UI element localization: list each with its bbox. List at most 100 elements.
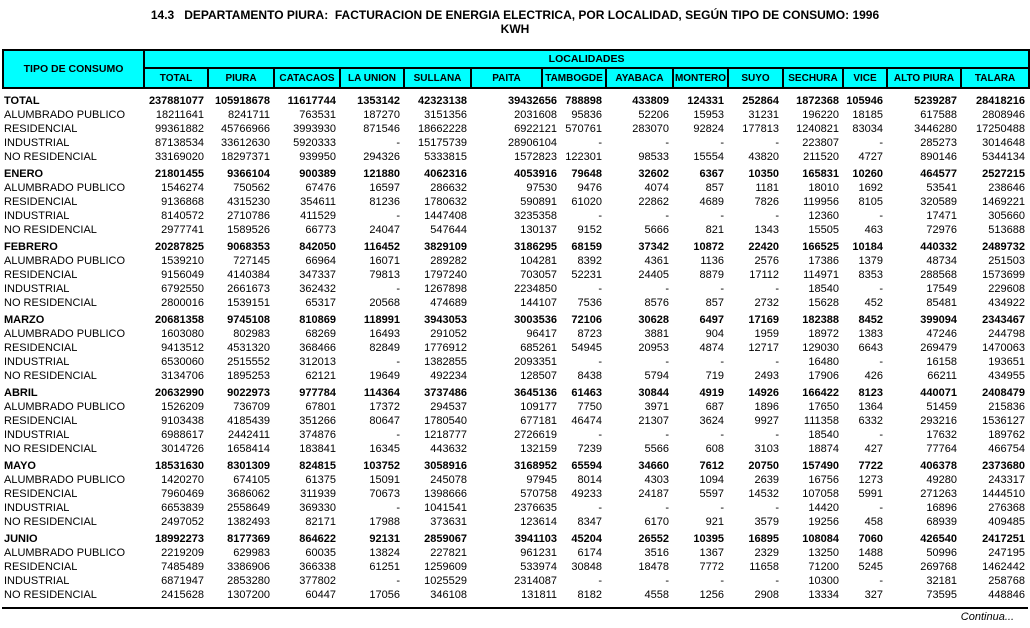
data-cell: 95836 — [571, 109, 602, 121]
data-cell: 8241711 — [227, 109, 270, 121]
data-cell: 9136868 — [161, 196, 204, 208]
page-title: 14.3 DEPARTAMENTO PIURA: FACTURACION DE … — [150, 8, 880, 22]
data-cell: 17650 — [808, 401, 839, 413]
data-cell: 1383 — [858, 328, 883, 340]
data-cell: 215836 — [988, 401, 1025, 413]
data-cell: 293216 — [920, 415, 957, 427]
data-cell: 42323138 — [418, 95, 467, 107]
data-cell: 2031608 — [514, 109, 557, 121]
data-cell: 2853280 — [227, 575, 270, 587]
data-cell: 1526209 — [161, 401, 204, 413]
data-cell: 939950 — [299, 151, 336, 163]
data-cell: 8014 — [577, 474, 602, 486]
data-cell: 2908 — [754, 589, 779, 601]
data-cell: 674105 — [233, 474, 270, 486]
data-cell: 1307200 — [227, 589, 270, 601]
data-cell: 685261 — [520, 342, 557, 354]
data-cell: 3686062 — [227, 488, 270, 500]
data-cell: 52206 — [638, 109, 669, 121]
data-cell: 31231 — [748, 109, 779, 121]
data-row-abril-no-residencial: NO RESIDENCIAL 3014726 1658414 183841 16345 4… — [2, 442, 1028, 456]
data-cell: 37342 — [638, 241, 669, 253]
data-cell: 2515552 — [227, 356, 270, 368]
data-cell: 2415628 — [161, 589, 204, 601]
data-cell: 4062316 — [424, 168, 467, 180]
data-cell: - — [396, 283, 400, 295]
row-label: ALUMBRADO PUBLICO — [4, 255, 126, 267]
data-cell: 6922121 — [514, 123, 557, 135]
data-cell: 67476 — [305, 182, 336, 194]
data-row-marzo-no-residencial: NO RESIDENCIAL 3134706 1895253 62121 19649 49… — [2, 369, 1028, 383]
data-cell: 32181 — [926, 575, 957, 587]
data-cell: 107058 — [802, 488, 839, 500]
data-cell: 276368 — [988, 502, 1025, 514]
data-cell: 62121 — [305, 370, 336, 382]
data-cell: 1382855 — [424, 356, 467, 368]
data-cell: 4558 — [644, 589, 669, 601]
data-cell: 458 — [864, 516, 883, 528]
data-cell: 20568 — [369, 297, 400, 309]
data-cell: 3829109 — [424, 241, 467, 253]
data-cell: - — [720, 575, 724, 587]
data-cell: 18531630 — [155, 460, 204, 472]
data-cell: 369330 — [299, 502, 336, 514]
data-row-junio-industrial: INDUSTRIAL 6871947 2853280 377802 - 1025529 23… — [2, 574, 1028, 588]
data-cell: 3941103 — [514, 533, 557, 545]
data-cell: 7485489 — [161, 561, 204, 573]
data-cell: 426540 — [920, 533, 957, 545]
data-cell: 2493 — [754, 370, 779, 382]
data-cell: 9068353 — [227, 241, 270, 253]
data-cell: 18662228 — [418, 123, 467, 135]
data-cell: 4303 — [644, 474, 669, 486]
row-label: ALUMBRADO PUBLICO — [4, 182, 126, 194]
data-cell: 608 — [705, 443, 724, 455]
data-cell: 79648 — [571, 168, 602, 180]
data-cell: 703057 — [520, 269, 557, 281]
data-cell: 8576 — [644, 297, 669, 309]
data-cell: 921 — [705, 516, 724, 528]
data-cell: 51459 — [926, 401, 957, 413]
data-cell: 864622 — [299, 533, 336, 545]
data-cell: 258768 — [988, 575, 1025, 587]
data-cell: - — [665, 429, 669, 441]
data-cell: 6988617 — [161, 429, 204, 441]
data-cell: 131811 — [521, 589, 557, 601]
data-cell: - — [879, 356, 883, 368]
data-cell: 288568 — [920, 269, 957, 281]
data-cell: 9413512 — [161, 342, 204, 354]
data-cell: 48734 — [926, 255, 957, 267]
data-cell: 16345 — [369, 443, 400, 455]
data-cell: 87138534 — [155, 137, 204, 149]
data-cell: 114364 — [363, 387, 400, 399]
data-cell: 5245 — [858, 561, 883, 573]
data-cell: 79813 — [369, 269, 400, 281]
row-label: NO RESIDENCIAL — [4, 224, 97, 236]
data-cell: 92824 — [693, 123, 724, 135]
data-cell: 1444510 — [982, 488, 1025, 500]
data-cell: 116452 — [363, 241, 400, 253]
data-row-febrero-no-residencial: NO RESIDENCIAL 2800016 1539151 65317 20568 47… — [2, 296, 1028, 310]
data-cell: 7722 — [858, 460, 883, 472]
data-cell: 2329 — [754, 547, 779, 559]
data-cell: 9476 — [577, 182, 602, 194]
data-cell: 3386906 — [227, 561, 270, 573]
data-cell: 15175739 — [418, 137, 467, 149]
data-row-enero-no-residencial: NO RESIDENCIAL 2977741 1589526 66773 24047 54… — [2, 223, 1028, 237]
data-cell: 121880 — [363, 168, 400, 180]
row-label: MAYO — [4, 460, 36, 472]
data-cell: - — [598, 429, 602, 441]
data-cell: 3943053 — [424, 314, 467, 326]
data-cell: 68269 — [305, 328, 336, 340]
data-cell: 28418216 — [976, 95, 1025, 107]
data-cell: 26552 — [638, 533, 669, 545]
data-cell: - — [879, 575, 883, 587]
data-cell: 1797240 — [424, 269, 467, 281]
data-cell: 3446280 — [914, 123, 957, 135]
data-cell: 10184 — [852, 241, 883, 253]
data-cell: 810869 — [299, 314, 336, 326]
data-cell: 362432 — [299, 283, 336, 295]
data-cell: 1658414 — [227, 443, 270, 455]
data-cell: 61463 — [571, 387, 602, 399]
data-cell: 1259609 — [424, 561, 467, 573]
data-row-febrero-alumbrado-publico: ALUMBRADO PUBLICO 1539210 727145 66964 16071… — [2, 254, 1028, 268]
